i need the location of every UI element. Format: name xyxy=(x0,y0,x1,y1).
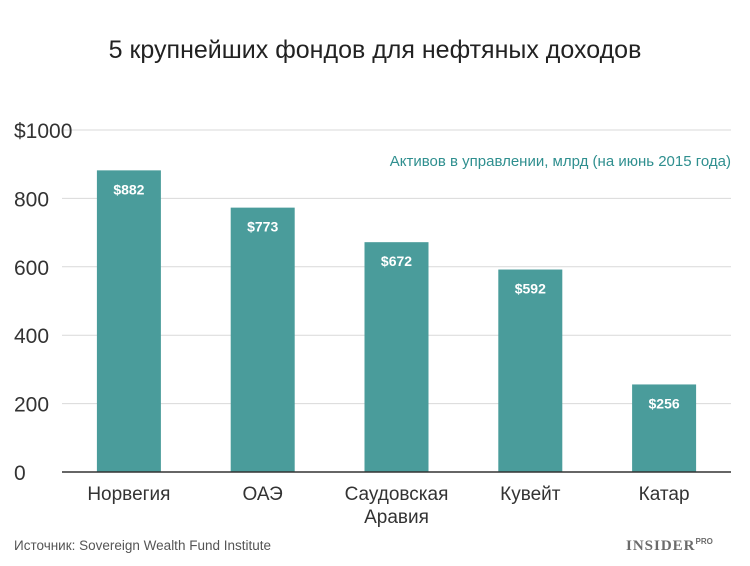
bars xyxy=(96,170,697,472)
y-tick-label: 400 xyxy=(14,325,49,348)
bar xyxy=(96,170,161,472)
y-tick-label: 600 xyxy=(14,257,49,280)
data-label: $773 xyxy=(247,219,278,235)
x-tick-label: Аравия xyxy=(364,507,429,528)
bar xyxy=(230,207,295,472)
data-labels: $882 $773 $672 $592 $256 xyxy=(113,181,680,411)
data-label: $592 xyxy=(515,281,546,297)
x-tick-label: Катар xyxy=(639,484,690,505)
y-tick-label: $1000 xyxy=(14,120,72,143)
source-note: Источник: Sovereign Wealth Fund Institut… xyxy=(14,538,271,553)
brand-name: INSIDER xyxy=(626,538,696,554)
data-label: $672 xyxy=(381,253,412,269)
y-tick-label: 800 xyxy=(14,188,49,211)
bar xyxy=(364,242,429,472)
x-tick-label: Норвегия xyxy=(87,484,170,505)
chart-subtitle: Активов в управлении, млрд (на июнь 2015… xyxy=(390,153,731,170)
x-tick-label: Саудовская xyxy=(345,484,449,505)
brand-logo: INSIDERPRO xyxy=(626,537,713,555)
bar xyxy=(498,269,563,472)
data-label: $882 xyxy=(113,181,144,197)
chart-title: 5 крупнейших фондов для нефтяных доходов xyxy=(108,36,642,64)
y-tick-label: 0 xyxy=(14,462,26,485)
x-tick-label: ОАЭ xyxy=(243,484,283,505)
bar xyxy=(632,384,697,472)
x-tick-label: Кувейт xyxy=(500,484,561,505)
y-tick-label: 200 xyxy=(14,394,49,417)
data-label: $256 xyxy=(649,395,680,411)
brand-sup: PRO xyxy=(695,537,713,546)
